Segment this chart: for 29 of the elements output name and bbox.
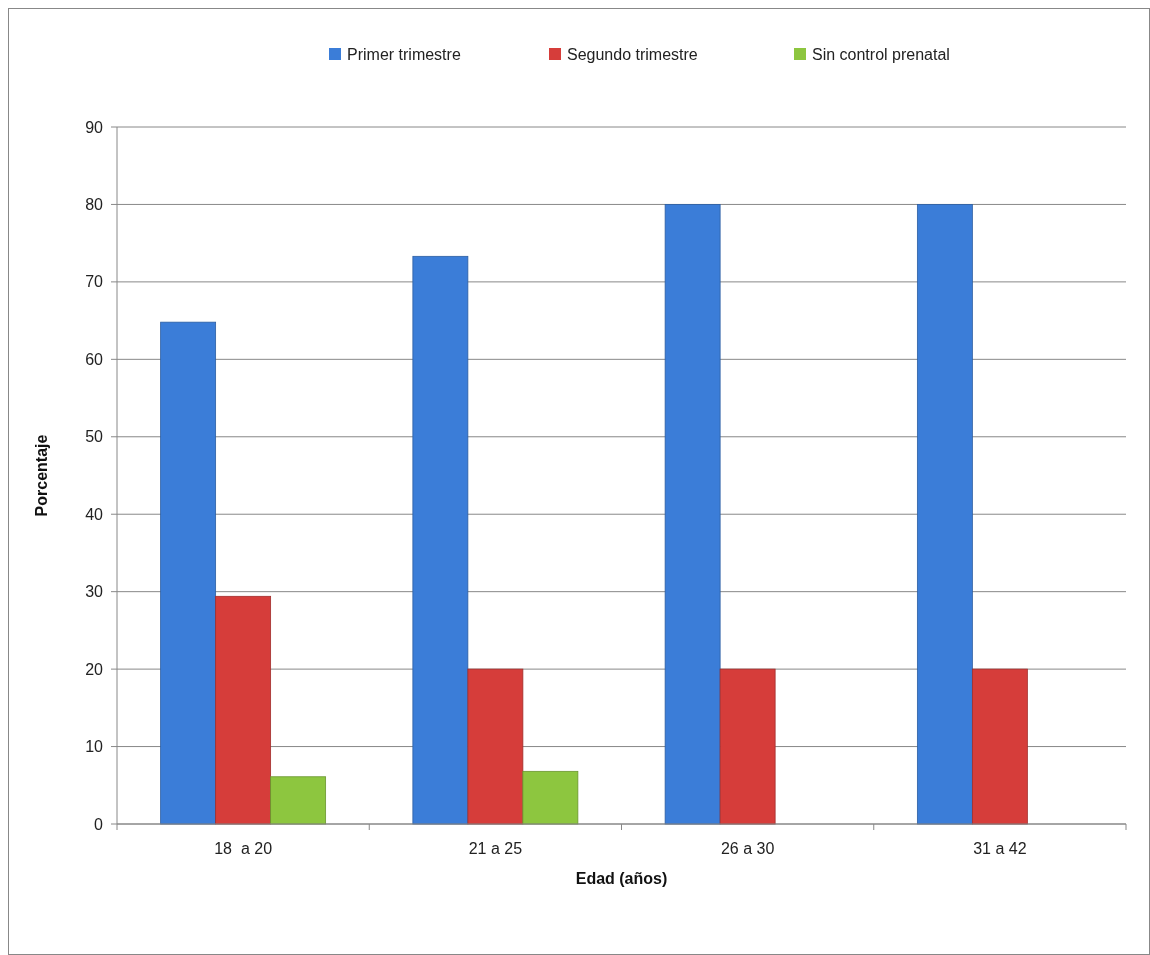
y-tick-label: 60 [85, 350, 104, 368]
x-tick-label: 31 a 42 [973, 840, 1027, 857]
bar [160, 321, 217, 825]
bar [270, 776, 327, 825]
x-axis-title: Edad (años) [575, 870, 668, 887]
bar [215, 595, 272, 825]
y-tick-label: 0 [94, 815, 104, 833]
y-tick-label: 10 [85, 738, 104, 756]
legend-label: Primer trimestre [347, 45, 461, 63]
y-tick-label: 90 [85, 118, 104, 136]
y-tick-label: 30 [85, 583, 104, 601]
bar [719, 668, 776, 825]
y-tick-label: 20 [85, 660, 104, 678]
legend-label: Segundo trimestre [567, 45, 698, 63]
legend-label: Sin control prenatal [812, 45, 950, 63]
bar [916, 204, 973, 825]
x-tick-label: 18 a 20 [214, 840, 273, 857]
bar [522, 770, 579, 825]
y-tick-label: 40 [85, 505, 104, 523]
bar [971, 668, 1028, 825]
y-tick-label: 50 [85, 428, 104, 446]
x-tick-label: 26 a 30 [720, 840, 775, 857]
bar [467, 668, 524, 825]
bar [664, 204, 721, 825]
bar [412, 255, 469, 825]
x-tick-label: 21 a 25 [468, 840, 523, 857]
y-tick-label: 70 [85, 273, 104, 291]
y-axis-title: Porcentaje [33, 434, 50, 517]
y-tick-label: 80 [85, 196, 104, 214]
